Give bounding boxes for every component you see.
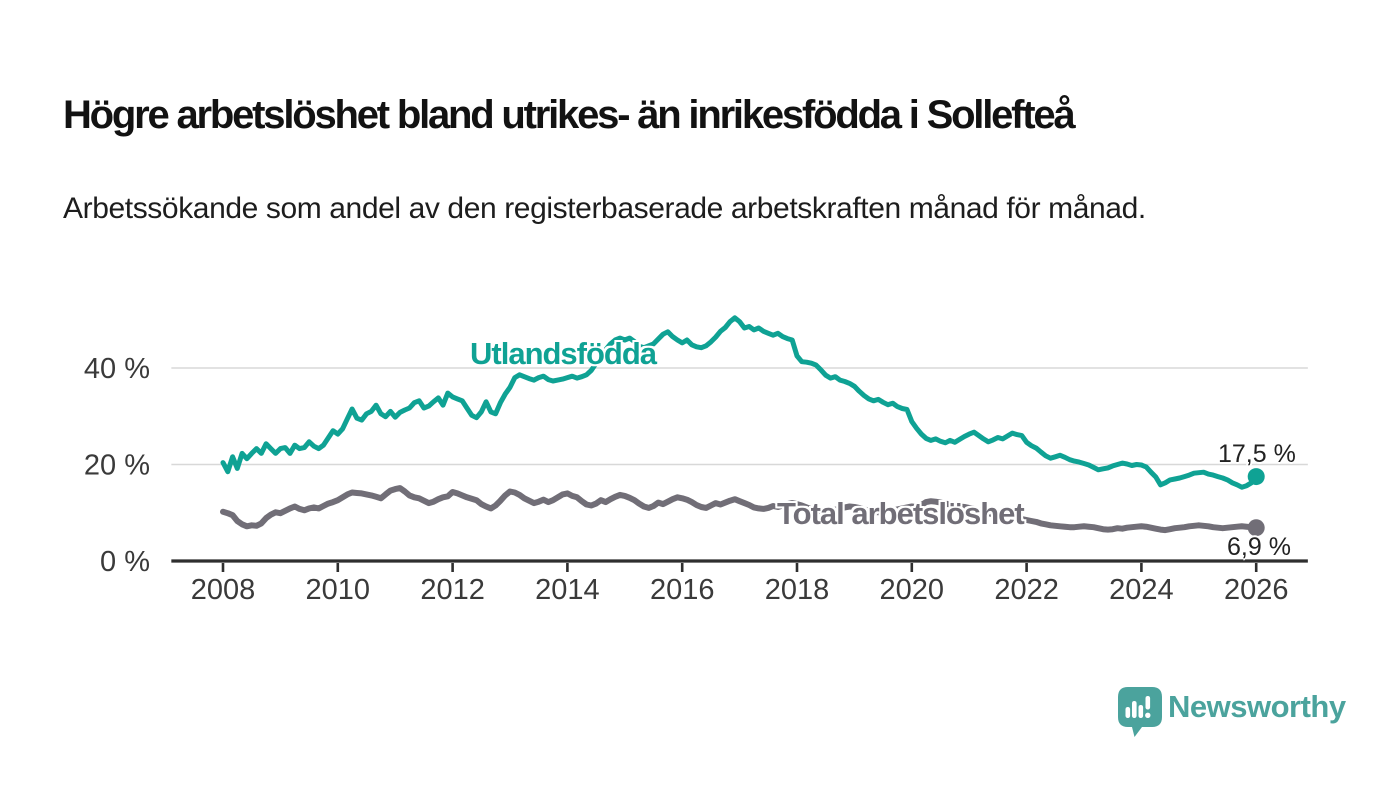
y-tick-label: 0 % (100, 546, 150, 578)
x-tick-label: 2024 (1109, 574, 1174, 606)
x-tick-label: 2016 (650, 574, 715, 606)
x-tick-label: 2014 (535, 574, 600, 606)
series-label-utlandsfodda: Utlandsfödda (470, 336, 657, 371)
x-tick-label: 2008 (191, 574, 256, 606)
series-end-dot-total (1247, 519, 1265, 537)
y-tick-label: 20 % (84, 450, 150, 482)
x-tick-label: 2026 (1224, 574, 1289, 606)
newsworthy-logo-icon (1118, 687, 1162, 737)
x-tick-label: 2012 (420, 574, 485, 606)
x-tick-label: 2022 (994, 574, 1059, 606)
series-label-total-arbetsloshet: Total arbetslöshet (777, 496, 1025, 531)
end-value-utlandsfodda: 17,5 % (1218, 440, 1296, 468)
page-subtitle: Arbetssökande som andel av den registerb… (63, 192, 1146, 225)
y-tick-label: 40 % (84, 353, 150, 385)
x-tick-label: 2018 (765, 574, 830, 606)
page-title: Högre arbetslöshet bland utrikes- än inr… (63, 92, 1076, 137)
series-line-utlandsfodda (220, 315, 1259, 490)
newsworthy-logo-text: Newsworthy (1168, 689, 1346, 724)
newsworthy-branding: Newsworthy (1117, 687, 1346, 739)
end-value-total: 6,9 % (1227, 533, 1291, 561)
x-tick-label: 2020 (880, 574, 945, 606)
x-tick-label: 2010 (306, 574, 371, 606)
series-line-total (220, 485, 1260, 534)
series-end-dot-utlandsfodda (1247, 468, 1265, 486)
